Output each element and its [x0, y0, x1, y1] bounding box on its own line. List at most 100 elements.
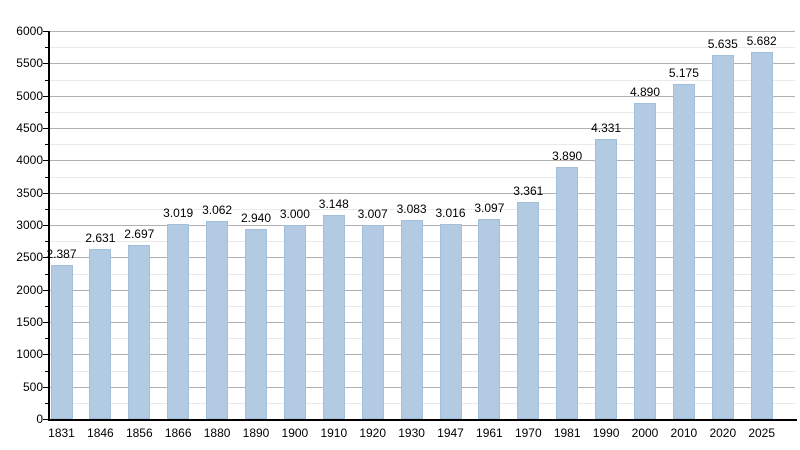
x-tick-label: 1930 — [398, 426, 425, 440]
x-axis — [48, 419, 797, 421]
y-tick-minor — [45, 176, 48, 178]
bar-value-label: 2.697 — [124, 226, 155, 241]
bar-value-label: 3.890 — [552, 149, 583, 164]
plot-area: 2.387 2.631 2.697 3.019 3.062 2.940 3.000 3.148… — [46, 31, 795, 419]
bar-1947 — [439, 223, 462, 419]
x-tick-label: 2010 — [670, 426, 698, 440]
bar-1920 — [361, 224, 384, 419]
bar-2025 — [750, 51, 773, 419]
y-tick-minor — [45, 241, 48, 243]
bar-value-label: 2.631 — [85, 230, 116, 245]
y-tick-label: 1000 — [16, 347, 43, 362]
y-tick-label: 3500 — [16, 185, 43, 200]
x-tick-label: 1910 — [320, 426, 348, 440]
bar-1970 — [517, 201, 540, 419]
y-tick-minor — [45, 370, 48, 372]
bar-value-label: 5.635 — [707, 36, 738, 51]
y-tick-minor — [45, 144, 48, 146]
bar-value-label: 3.016 — [435, 205, 466, 220]
y-tick-minor — [45, 208, 48, 210]
y-tick-minor — [45, 273, 48, 275]
bar-value-label: 3.007 — [357, 206, 388, 221]
y-tick-label: 1500 — [16, 315, 43, 329]
gridline-major — [50, 31, 795, 32]
bar-1981 — [556, 167, 579, 419]
y-tick-label: 4500 — [16, 121, 43, 135]
bar-1900 — [283, 225, 306, 419]
bar-value-label: 3.019 — [163, 205, 194, 220]
y-tick-label: 2500 — [16, 250, 43, 265]
gridline-major — [50, 160, 795, 162]
gridline-major — [50, 95, 795, 97]
y-tick-label: 5500 — [16, 56, 43, 71]
x-tick-label: 1856 — [125, 426, 153, 440]
y-tick-major — [43, 322, 48, 323]
y-tick-minor — [45, 305, 48, 307]
y-tick-major — [43, 386, 48, 388]
x-tick-label: 1831 — [48, 426, 75, 440]
bar-1961 — [478, 218, 501, 419]
x-tick-label: 1866 — [164, 426, 192, 440]
bar-value-label: 5.175 — [668, 66, 699, 81]
bar-1990 — [595, 138, 618, 419]
y-tick-label: 2000 — [16, 282, 43, 297]
x-tick-label: 1961 — [476, 426, 503, 440]
gridline-minor — [50, 79, 795, 81]
y-tick-label: 3000 — [16, 218, 43, 232]
bar-1866 — [167, 223, 190, 419]
x-tick-label: 1981 — [553, 426, 581, 440]
y-tick-label: 6000 — [16, 24, 43, 38]
y-tick-minor — [45, 111, 48, 113]
x-tick-label: 1900 — [281, 426, 309, 440]
y-tick-major — [43, 225, 48, 226]
y-tick-minor — [45, 79, 48, 81]
y-axis — [48, 31, 50, 421]
bar-1880 — [206, 221, 229, 419]
bar-value-label: 2.940 — [240, 210, 272, 225]
bar-value-label: 3.083 — [396, 201, 427, 216]
bar-value-label: 4.331 — [591, 120, 622, 135]
y-tick-minor — [45, 402, 48, 404]
y-tick-label: 5000 — [16, 88, 43, 103]
y-tick-major — [43, 257, 48, 259]
y-tick-major — [43, 419, 48, 420]
bar-2000 — [634, 102, 656, 419]
bar-value-label: 2.387 — [46, 246, 77, 261]
bar-value-label: 3.361 — [513, 183, 544, 198]
gridline-minor — [50, 47, 795, 49]
gridline-major — [50, 128, 795, 129]
bar-1890 — [245, 228, 267, 419]
gridline-minor — [50, 176, 795, 178]
gridline-major — [50, 63, 795, 65]
y-tick-major — [43, 128, 48, 129]
y-tick-major — [43, 31, 48, 32]
x-tick-label: 2020 — [709, 426, 737, 440]
gridline-major — [50, 192, 795, 194]
bar-value-label: 5.682 — [746, 33, 777, 48]
y-tick-major — [43, 354, 48, 356]
bar-2020 — [711, 54, 734, 419]
gridline-minor — [50, 208, 795, 210]
bar-1856 — [128, 244, 151, 419]
bar-value-label: 3.097 — [474, 200, 505, 215]
gridline-minor — [50, 111, 795, 113]
bar-1910 — [322, 215, 345, 419]
x-tick-label: 1890 — [242, 426, 270, 440]
y-tick-major — [43, 63, 48, 65]
bar-1930 — [400, 219, 423, 419]
bar-value-label: 3.000 — [279, 207, 310, 221]
x-tick-label: 2025 — [748, 426, 776, 440]
y-tick-major — [43, 192, 48, 194]
x-tick-label: 1920 — [359, 426, 387, 440]
bar-1846 — [89, 248, 112, 419]
y-tick-major — [43, 160, 48, 162]
gridline-minor — [50, 144, 795, 146]
bar-1831 — [50, 264, 73, 419]
bar-value-label: 3.062 — [202, 203, 233, 217]
bar-2010 — [672, 84, 695, 419]
x-tick-label: 1846 — [87, 426, 114, 440]
bar-value-label: 4.890 — [629, 84, 661, 99]
y-tick-label: 500 — [22, 379, 43, 394]
y-tick-label: 0 — [36, 412, 43, 426]
